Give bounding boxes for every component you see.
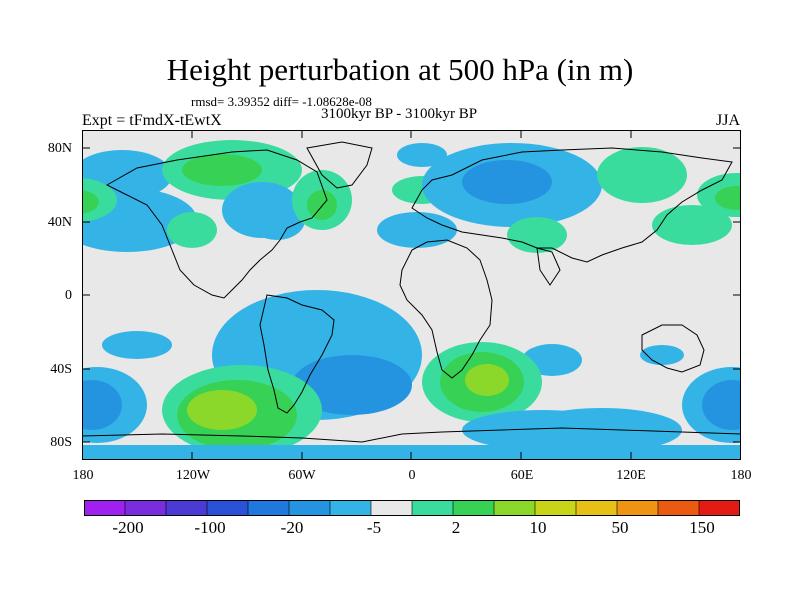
lat-tick-label: 40S (50, 362, 72, 377)
stats-label: rmsd= 3.39352 diff= -1.08628e-08 (191, 94, 372, 109)
plot-title: Height perturbation at 500 hPa (in m) (166, 52, 634, 87)
eurasia-coast (411, 147, 733, 263)
lat-tick-label: 0 (65, 288, 72, 303)
colorbar-label: 2 (451, 518, 461, 537)
negative-anomaly-north-america (222, 182, 305, 240)
colorbar-label: 150 (689, 518, 715, 537)
positive-anomaly-south-indian (422, 342, 542, 422)
positive-anomaly-east-asia (507, 147, 687, 253)
colorbar (84, 500, 740, 516)
colorbar-box (534, 500, 577, 516)
greenland-coast (306, 141, 373, 189)
colorbar-box (124, 500, 167, 516)
colorbar-box (329, 500, 372, 516)
map-panel (82, 130, 741, 460)
positive-anomaly-south-pacific (162, 365, 322, 455)
lon-tick-label: 120W (175, 468, 211, 483)
colorbar-box (206, 500, 249, 516)
colorbar-box (84, 500, 126, 516)
colorbar-box (452, 500, 495, 516)
south-america-coast (259, 294, 335, 414)
colorbar-label: -5 (366, 518, 382, 537)
australia-coast (641, 324, 705, 373)
coastlines (82, 141, 741, 443)
colorbar-label: -200 (112, 518, 144, 537)
colorbar-box (616, 500, 659, 516)
colorbar-box (288, 500, 331, 516)
colorbar-box (370, 500, 413, 516)
antarctica-coast (82, 427, 741, 443)
lat-tick-label: 80S (50, 435, 72, 450)
colorbar-box (575, 500, 618, 516)
lon-tick-label: 120E (616, 468, 646, 483)
north-america-coast (105, 149, 328, 299)
period-label: 3100kyr BP - 3100kyr BP (321, 106, 478, 122)
lon-tick-label: 60W (288, 468, 316, 483)
colorbar-box (247, 500, 290, 516)
negative-anomaly-siberia (377, 143, 602, 248)
colorbar-box (411, 500, 454, 516)
india-coast (536, 247, 561, 286)
lat-tick-label: 40N (47, 215, 72, 230)
colorbar-label: 10 (529, 518, 547, 537)
colorbar-box (165, 500, 208, 516)
positive-anomaly-northwest-pacific (82, 173, 741, 245)
lon-tick-label: 180 (730, 468, 752, 483)
map-frame (82, 130, 741, 460)
europe-africa-coast (399, 239, 493, 379)
colorbar-label: -20 (280, 518, 304, 537)
negative-anomaly-southern-ocean (82, 345, 741, 452)
lon-tick-label: 60E (510, 468, 534, 483)
colorbar-label: -100 (194, 518, 226, 537)
colorbar-box (657, 500, 700, 516)
colorbar-label: 50 (611, 518, 629, 537)
experiment-label: Expt = tFmdX-tEwtX (82, 112, 222, 129)
axis-ticks (82, 130, 741, 460)
colorbar-box (698, 500, 740, 516)
lon-tick-label: 180 (72, 468, 94, 483)
colorbar-box (493, 500, 536, 516)
season-label: JJA (716, 112, 741, 129)
lon-tick-label: 0 (408, 468, 416, 483)
lat-tick-label: 80N (47, 141, 72, 156)
